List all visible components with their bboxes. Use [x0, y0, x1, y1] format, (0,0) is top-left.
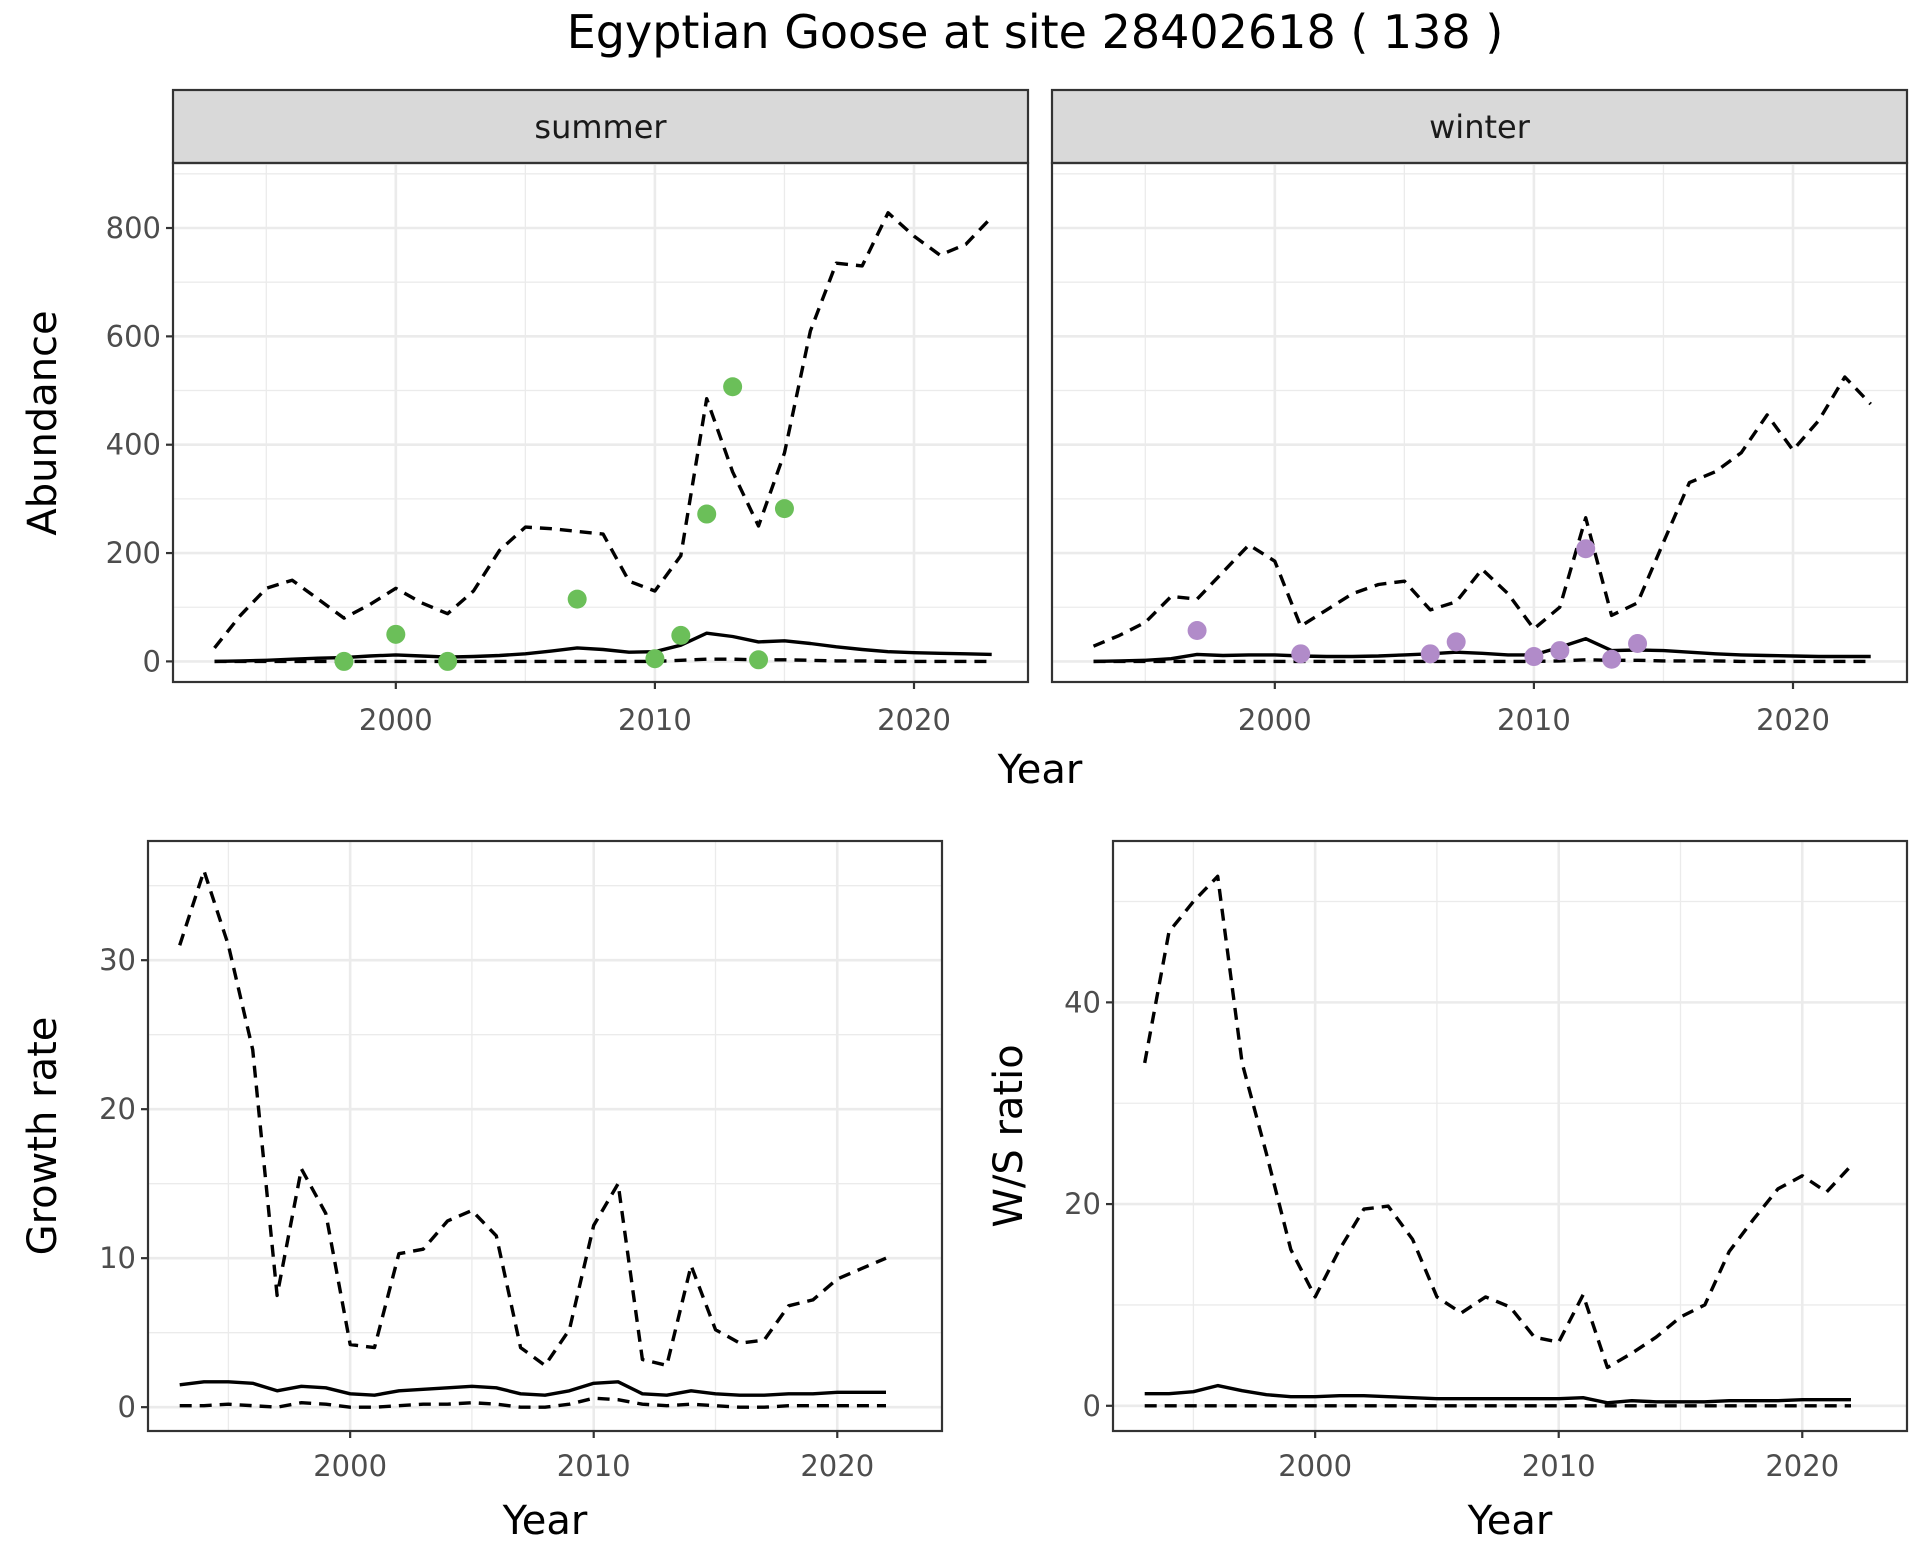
facet-winter-series-line-3-dashed [1093, 658, 1871, 664]
abundance-y-axis-title: Abundance [20, 310, 66, 535]
facet-winter-data-point [1291, 644, 1311, 664]
x-tick-label: 2010 [1522, 1449, 1596, 1483]
abundance-x-axis-title: Year [997, 747, 1083, 793]
growth-series-line-2-dashed [178, 869, 887, 1368]
growth-chart: 2000 2010 2020 0 10 20 30 Year Growth rate [20, 839, 944, 1544]
y-tick-label: 600 [106, 319, 161, 353]
facet-summer-data-point [386, 624, 406, 644]
facet-winter-border [1050, 161, 1909, 684]
ws_ratio-chart: 2000 2010 2020 0 20 40 Year W/S ratio [986, 839, 1909, 1544]
facet-summer-series-line-2-dashed [213, 211, 993, 649]
facet-summer-strip [171, 88, 1030, 165]
facet-winter-data-point [1628, 634, 1648, 654]
facet-summer-series-line-1-solid [214, 631, 992, 664]
figure-title: Egyptian Goose at site 28402618 ( 138 ) [567, 5, 1504, 59]
x-tick-label: 2010 [618, 703, 692, 737]
x-tick-label: 2020 [1765, 1449, 1839, 1483]
growth-series-line-3-dashed [179, 1396, 886, 1409]
facet-summer-panel: summer 2000 2010 2020 0 200 400 600 800 [106, 88, 1030, 737]
facet-winter-data-point [1576, 539, 1596, 559]
x-tick-label: 2000 [359, 703, 433, 737]
facet-summer-data-point [774, 499, 794, 519]
x-tick-label: 2000 [1238, 703, 1312, 737]
x-tick-label: 2000 [1278, 1449, 1352, 1483]
x-tick-label: 2010 [557, 1449, 631, 1483]
x-tick-label: 2010 [1497, 703, 1571, 737]
y-tick-label: 20 [1064, 1187, 1101, 1221]
facet-summer-data-point [645, 649, 665, 669]
x-tick-label: 2020 [800, 1449, 874, 1483]
facet-winter-panel: winter 2000 2010 2020 [1050, 88, 1909, 737]
facet-summer-data-point [438, 651, 458, 671]
y-tick-label: 0 [1083, 1389, 1101, 1423]
y-tick-label: 0 [143, 644, 161, 678]
ws_ratio-x-axis-title: Year [1467, 1498, 1553, 1544]
facet-winter-data-point [1187, 621, 1207, 641]
y-tick-label: 0 [118, 1390, 136, 1424]
y-tick-label: 800 [106, 211, 161, 245]
facet-winter-series-line-2-dashed [1092, 375, 1872, 648]
x-tick-label: 2000 [313, 1449, 387, 1483]
abundance-chart: summer 2000 2010 2020 0 200 400 600 800 winter 200… [20, 88, 1909, 793]
facet-summer-data-point [671, 625, 691, 645]
ws_ratio-series-line-2-dashed [1143, 874, 1853, 1370]
facet-summer-strip-label: summer [534, 108, 667, 146]
y-tick-label: 10 [99, 1241, 136, 1275]
growth-panel-border [146, 839, 944, 1433]
facet-summer-data-point [723, 377, 743, 397]
facet-winter-data-point [1420, 644, 1440, 664]
growth-y-axis-title: Growth rate [20, 1017, 66, 1256]
facet-winter-series-line-1-solid [1093, 637, 1871, 664]
facet-winter-strip-label: winter [1429, 108, 1531, 146]
y-tick-label: 400 [106, 428, 161, 462]
y-tick-label: 30 [99, 943, 136, 977]
facet-summer-data-point [749, 650, 769, 670]
facet-winter-data-point [1446, 632, 1466, 652]
facet-winter-data-point [1550, 641, 1570, 661]
facet-summer-data-point [567, 589, 587, 609]
facet-winter-data-point [1602, 649, 1622, 669]
y-tick-label: 200 [106, 536, 161, 570]
ws_ratio-y-axis-title: W/S ratio [986, 1044, 1032, 1227]
growth-series-line-1-solid [179, 1380, 886, 1397]
x-tick-label: 2020 [1756, 703, 1830, 737]
y-tick-label: 40 [1064, 985, 1101, 1019]
facet-summer-data-point [697, 504, 717, 524]
facet-summer-border [171, 161, 1030, 684]
ws_ratio-panel-border [1111, 839, 1909, 1433]
facet-winter-data-point [1524, 647, 1544, 667]
growth-x-axis-title: Year [502, 1498, 588, 1544]
facet-summer-data-point [334, 651, 354, 671]
ws_ratio-series-line-1-solid [1144, 1383, 1851, 1405]
y-tick-label: 20 [99, 1092, 136, 1126]
x-tick-label: 2020 [877, 703, 951, 737]
